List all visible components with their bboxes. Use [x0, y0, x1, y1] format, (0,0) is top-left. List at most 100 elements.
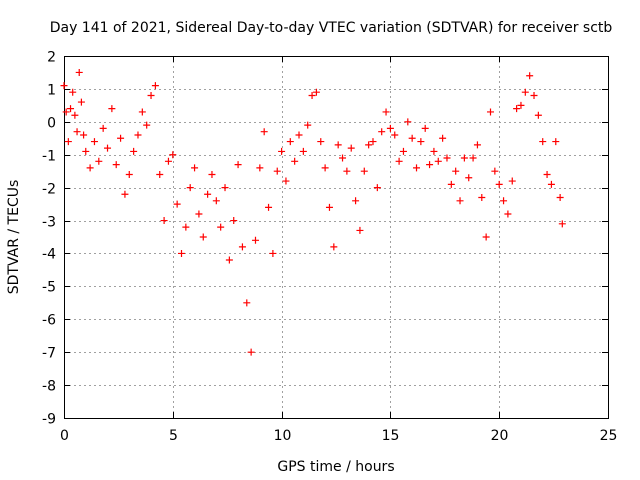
data-point: [182, 223, 190, 231]
data-point: [99, 124, 107, 132]
data-point: [430, 147, 438, 155]
data-point: [169, 151, 177, 159]
y-tick-label: 2: [47, 50, 56, 66]
data-point: [191, 164, 199, 172]
y-tick-label: -8: [42, 379, 56, 395]
data-point: [556, 194, 564, 202]
data-point: [286, 138, 294, 146]
data-point: [399, 147, 407, 155]
data-point: [504, 210, 512, 218]
data-point: [117, 134, 125, 142]
y-tick-label: 1: [47, 83, 56, 99]
y-tick-label: -7: [42, 346, 56, 362]
data-point: [243, 299, 251, 307]
data-point: [439, 134, 447, 142]
data-point: [547, 180, 555, 188]
data-point: [352, 197, 360, 205]
y-axis-label: SDTVAR / TECUs: [6, 180, 22, 295]
data-point: [334, 141, 342, 149]
data-point: [356, 226, 364, 234]
data-point: [291, 157, 299, 165]
data-point: [473, 141, 481, 149]
data-point: [343, 167, 351, 175]
data-point: [378, 128, 386, 136]
data-point: [386, 124, 394, 132]
data-point: [62, 108, 70, 116]
data-point: [417, 138, 425, 146]
data-point: [382, 108, 390, 116]
data-point: [173, 200, 181, 208]
data-point: [269, 249, 277, 257]
data-point: [95, 157, 103, 165]
data-point: [360, 167, 368, 175]
data-point: [539, 138, 547, 146]
data-point: [73, 128, 81, 136]
data-point: [452, 167, 460, 175]
data-point: [156, 170, 164, 178]
data-point: [225, 256, 233, 264]
data-point: [365, 141, 373, 149]
x-tick-label: 0: [60, 428, 69, 444]
data-point: [178, 249, 186, 257]
data-point: [125, 170, 133, 178]
y-tick-label: -5: [42, 280, 56, 296]
plot-frame: [64, 56, 609, 419]
data-point: [491, 167, 499, 175]
data-point: [273, 167, 281, 175]
data-point: [413, 164, 421, 172]
x-axis-label: GPS time / hours: [277, 459, 394, 475]
data-point: [558, 220, 566, 228]
x-tick-label: 20: [491, 428, 509, 444]
y-tick-label: 0: [47, 116, 56, 132]
data-point: [495, 180, 503, 188]
data-point: [71, 111, 79, 119]
data-point: [60, 82, 68, 90]
data-point: [347, 144, 355, 152]
data-point: [534, 111, 542, 119]
x-tick-label: 5: [169, 428, 178, 444]
data-point: [282, 177, 290, 185]
data-point: [508, 177, 516, 185]
data-point: [234, 161, 242, 169]
data-point: [426, 161, 434, 169]
data-point: [130, 147, 138, 155]
data-point: [317, 138, 325, 146]
data-point: [456, 197, 464, 205]
data-point: [543, 170, 551, 178]
data-point: [138, 108, 146, 116]
data-point: [434, 157, 442, 165]
data-point: [186, 184, 194, 192]
data-point: [460, 154, 468, 162]
data-point: [67, 105, 75, 113]
data-point: [230, 217, 238, 225]
data-point: [339, 154, 347, 162]
data-point: [330, 243, 338, 251]
data-point: [443, 154, 451, 162]
data-point: [321, 164, 329, 172]
data-point: [312, 88, 320, 96]
data-point: [251, 236, 259, 244]
y-tick-label: -6: [42, 313, 56, 329]
y-tick-label: -3: [42, 215, 56, 231]
data-point: [526, 72, 534, 80]
data-point: [465, 174, 473, 182]
y-tick-label: -4: [42, 247, 56, 263]
data-point: [530, 91, 538, 99]
data-point: [404, 118, 412, 126]
data-point: [86, 164, 94, 172]
data-point: [447, 180, 455, 188]
data-point: [221, 184, 229, 192]
data-point: [69, 88, 77, 96]
data-point: [295, 131, 303, 139]
data-point: [247, 348, 255, 356]
x-tick-label: 15: [382, 428, 400, 444]
data-point: [121, 190, 129, 198]
data-point: [482, 233, 490, 241]
data-point: [299, 147, 307, 155]
data-point: [151, 82, 159, 90]
data-point: [104, 144, 112, 152]
data-point: [217, 223, 225, 231]
data-point: [469, 154, 477, 162]
